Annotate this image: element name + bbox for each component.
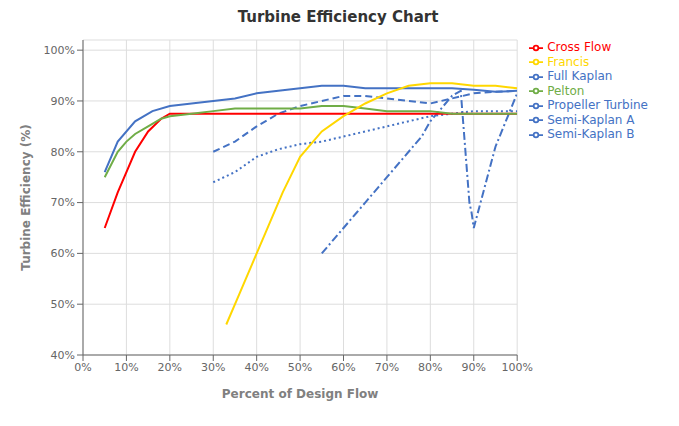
- html-text:Pelton: Pelton: [547, 83, 585, 98]
- html-text:Turbine Efficiency Chart: Turbine Efficiency Chart: [237, 8, 439, 26]
- svg-text:70%: 70%: [51, 196, 75, 209]
- svg-text:50%: 50%: [288, 361, 312, 374]
- svg-text:80%: 80%: [418, 361, 442, 374]
- svg-text:60%: 60%: [51, 247, 75, 260]
- html-text:Cross Flow: Cross Flow: [547, 40, 612, 54]
- svg-text:40%: 40%: [244, 361, 268, 374]
- html-text:Propeller Turbine: Propeller Turbine: [547, 98, 648, 112]
- svg-text:Turbine Efficiency (%): Turbine Efficiency (%): [19, 124, 33, 270]
- svg-text:20%: 20%: [158, 361, 182, 374]
- svg-text:60%: 60%: [331, 361, 355, 374]
- svg-text:100%: 100%: [501, 361, 532, 374]
- html-text:Semi-Kaplan A: Semi-Kaplan A: [547, 112, 635, 127]
- svg-text:30%: 30%: [201, 361, 225, 374]
- svg-text:70%: 70%: [375, 361, 399, 374]
- svg-text:100%: 100%: [44, 44, 75, 57]
- svg-text:0%: 0%: [74, 361, 91, 374]
- html-text:Francis: Francis: [547, 54, 590, 69]
- svg-text:50%: 50%: [51, 298, 75, 311]
- svg-text:90%: 90%: [462, 361, 486, 374]
- svg-text:90%: 90%: [51, 95, 75, 108]
- svg-text:10%: 10%: [114, 361, 138, 374]
- html-text:Full Kaplan: Full Kaplan: [547, 69, 613, 83]
- svg-text:Percent of Design Flow: Percent of Design Flow: [222, 387, 379, 401]
- html-text:Semi-Kaplan B: Semi-Kaplan B: [547, 127, 635, 141]
- svg-text:40%: 40%: [51, 349, 75, 362]
- svg-text:80%: 80%: [51, 146, 75, 159]
